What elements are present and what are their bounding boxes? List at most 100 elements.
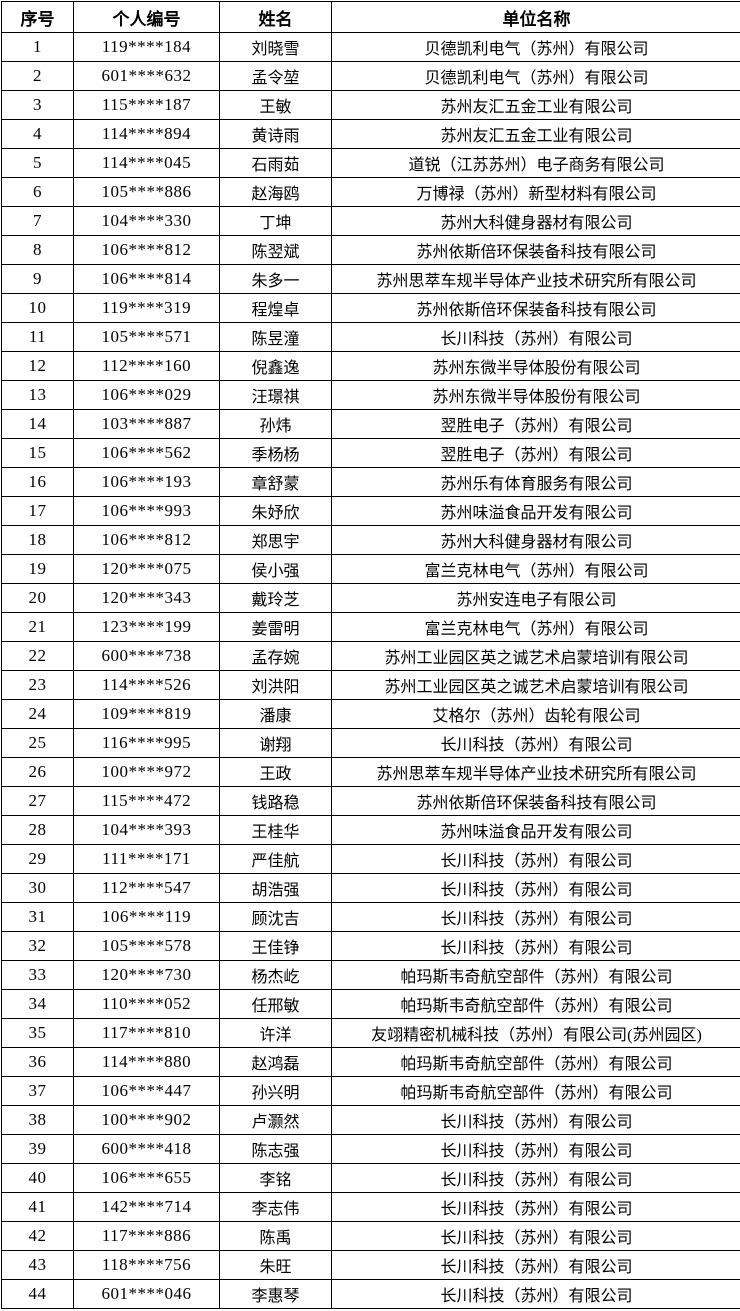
roster-table-header: 序号 个人编号 姓名 单位名称 <box>2 2 740 33</box>
column-header-name: 姓名 <box>220 2 332 33</box>
name-cell: 杨杰屹 <box>220 961 332 990</box>
serial-cell: 42 <box>2 1222 74 1251</box>
company-cell: 长川科技（苏州）有限公司 <box>332 1106 740 1135</box>
serial-cell: 11 <box>2 323 74 352</box>
personal-id-cell: 112****547 <box>74 874 220 903</box>
name-cell: 朱多一 <box>220 265 332 294</box>
company-cell: 苏州乐有体育服务有限公司 <box>332 468 740 497</box>
personal-id-cell: 106****812 <box>74 236 220 265</box>
company-cell: 苏州味溢食品开发有限公司 <box>332 816 740 845</box>
serial-cell: 40 <box>2 1164 74 1193</box>
company-cell: 长川科技（苏州）有限公司 <box>332 729 740 758</box>
personal-id-cell: 106****447 <box>74 1077 220 1106</box>
company-cell: 苏州友汇五金工业有限公司 <box>332 120 740 149</box>
name-cell: 朱旺 <box>220 1251 332 1280</box>
personal-id-cell: 115****472 <box>74 787 220 816</box>
company-cell: 长川科技（苏州）有限公司 <box>332 1280 740 1309</box>
company-cell: 苏州大科健身器材有限公司 <box>332 207 740 236</box>
name-cell: 李志伟 <box>220 1193 332 1222</box>
name-cell: 王桂华 <box>220 816 332 845</box>
personal-id-cell: 114****880 <box>74 1048 220 1077</box>
name-cell: 姜雷明 <box>220 613 332 642</box>
company-cell: 艾格尔（苏州）齿轮有限公司 <box>332 700 740 729</box>
personal-id-cell: 120****343 <box>74 584 220 613</box>
personal-id-cell: 601****046 <box>74 1280 220 1309</box>
serial-cell: 32 <box>2 932 74 961</box>
company-cell: 帕玛斯韦奇航空部件（苏州）有限公司 <box>332 961 740 990</box>
serial-cell: 35 <box>2 1019 74 1048</box>
personal-id-cell: 120****730 <box>74 961 220 990</box>
personal-id-cell: 106****562 <box>74 439 220 468</box>
personal-id-cell: 142****714 <box>74 1193 220 1222</box>
personal-id-cell: 106****193 <box>74 468 220 497</box>
personal-id-cell: 105****578 <box>74 932 220 961</box>
personal-id-cell: 106****119 <box>74 903 220 932</box>
name-cell: 陈翌斌 <box>220 236 332 265</box>
name-cell: 刘晓雪 <box>220 33 332 62</box>
company-cell: 翌胜电子（苏州）有限公司 <box>332 439 740 468</box>
serial-cell: 1 <box>2 33 74 62</box>
personal-id-cell: 106****655 <box>74 1164 220 1193</box>
name-cell: 程煌卓 <box>220 294 332 323</box>
serial-cell: 16 <box>2 468 74 497</box>
personal-id-cell: 106****812 <box>74 526 220 555</box>
personal-id-cell: 117****810 <box>74 1019 220 1048</box>
personal-id-cell: 109****819 <box>74 700 220 729</box>
company-cell: 帕玛斯韦奇航空部件（苏州）有限公司 <box>332 1048 740 1077</box>
name-cell: 许洋 <box>220 1019 332 1048</box>
personal-id-cell: 114****045 <box>74 149 220 178</box>
personal-id-cell: 119****319 <box>74 294 220 323</box>
company-cell: 长川科技（苏州）有限公司 <box>332 874 740 903</box>
name-cell: 顾沈吉 <box>220 903 332 932</box>
column-header-serial: 序号 <box>2 2 74 33</box>
name-cell: 赵海鸥 <box>220 178 332 207</box>
serial-cell: 3 <box>2 91 74 120</box>
serial-cell: 21 <box>2 613 74 642</box>
name-cell: 刘洪阳 <box>220 671 332 700</box>
company-cell: 苏州思萃车规半导体产业技术研究所有限公司 <box>332 758 740 787</box>
name-cell: 郑思宇 <box>220 526 332 555</box>
serial-cell: 8 <box>2 236 74 265</box>
personal-id-cell: 116****995 <box>74 729 220 758</box>
serial-cell: 41 <box>2 1193 74 1222</box>
serial-cell: 5 <box>2 149 74 178</box>
company-cell: 长川科技（苏州）有限公司 <box>332 932 740 961</box>
company-cell: 长川科技（苏州）有限公司 <box>332 1222 740 1251</box>
personal-id-cell: 111****171 <box>74 845 220 874</box>
company-cell: 贝德凯利电气（苏州）有限公司 <box>332 33 740 62</box>
name-cell: 孙兴明 <box>220 1077 332 1106</box>
company-cell: 帕玛斯韦奇航空部件（苏州）有限公司 <box>332 1077 740 1106</box>
serial-cell: 30 <box>2 874 74 903</box>
serial-cell: 9 <box>2 265 74 294</box>
serial-cell: 26 <box>2 758 74 787</box>
personal-id-cell: 114****526 <box>74 671 220 700</box>
personal-id-cell: 117****886 <box>74 1222 220 1251</box>
serial-cell: 14 <box>2 410 74 439</box>
personal-id-cell: 106****029 <box>74 381 220 410</box>
company-cell: 道锐（江苏苏州）电子商务有限公司 <box>332 149 740 178</box>
name-cell: 李惠琴 <box>220 1280 332 1309</box>
personal-id-cell: 105****886 <box>74 178 220 207</box>
company-cell: 长川科技（苏州）有限公司 <box>332 1164 740 1193</box>
personal-id-cell: 123****199 <box>74 613 220 642</box>
serial-cell: 29 <box>2 845 74 874</box>
serial-cell: 28 <box>2 816 74 845</box>
